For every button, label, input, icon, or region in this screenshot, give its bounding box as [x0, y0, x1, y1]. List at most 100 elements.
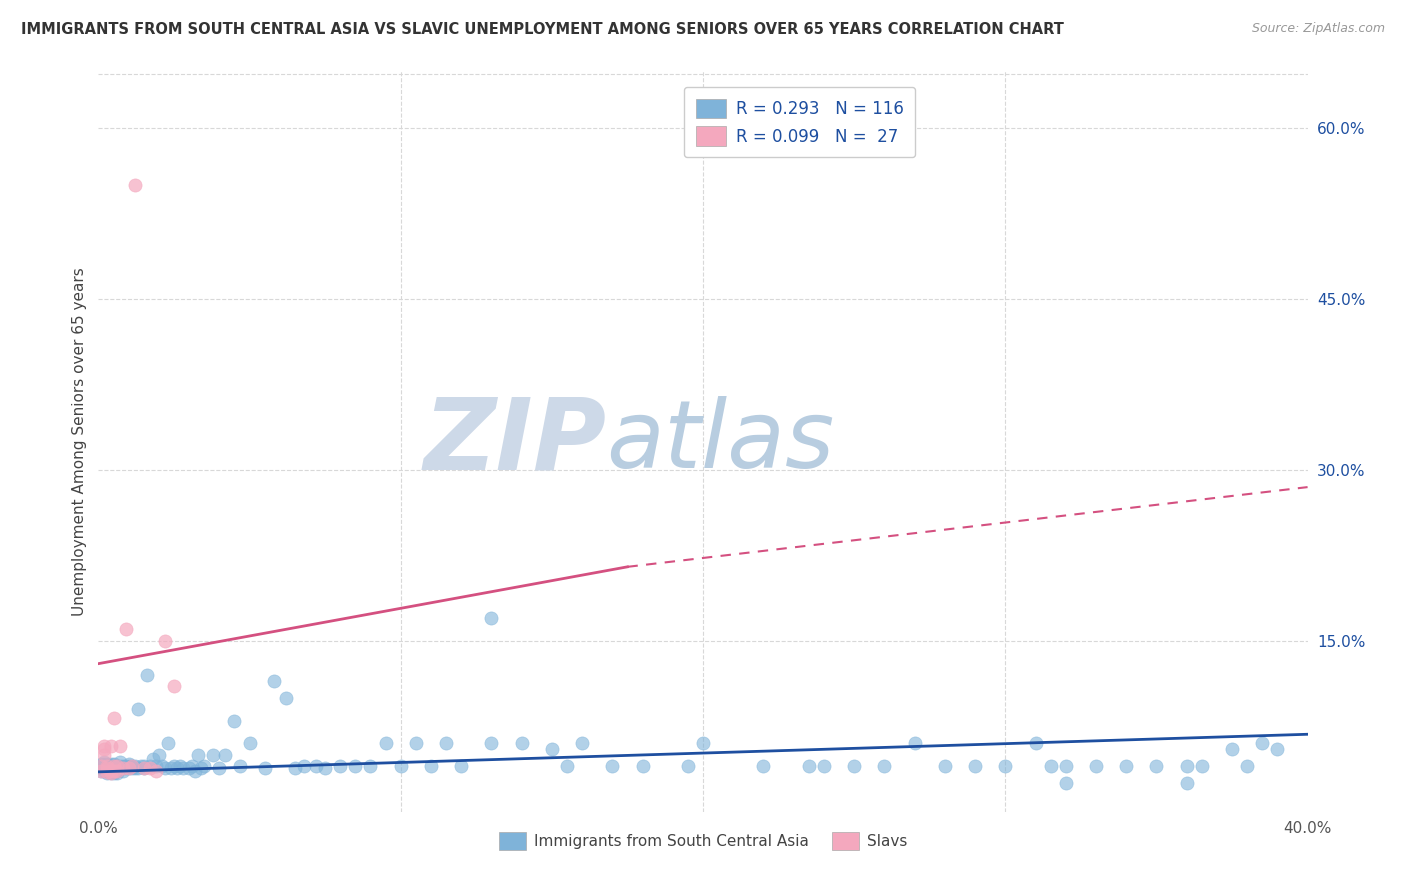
- Point: [374, 736, 396, 750]
- Point: [103, 764, 125, 778]
- Point: [305, 759, 328, 773]
- Point: [284, 761, 307, 775]
- Point: [153, 633, 176, 648]
- Point: [121, 759, 143, 773]
- Point: [160, 761, 183, 775]
- Point: [179, 761, 201, 775]
- Point: [93, 756, 115, 771]
- Point: [148, 747, 170, 762]
- Point: [100, 739, 122, 753]
- Point: [90, 756, 112, 771]
- Point: [100, 764, 122, 778]
- Point: [602, 759, 624, 773]
- Point: [229, 759, 252, 773]
- Point: [344, 759, 367, 773]
- Y-axis label: Unemployment Among Seniors over 65 years: Unemployment Among Seniors over 65 years: [72, 268, 87, 615]
- Point: [555, 759, 578, 773]
- Point: [121, 761, 143, 775]
- Point: [873, 759, 896, 773]
- Point: [103, 764, 125, 778]
- Point: [90, 764, 112, 778]
- Point: [692, 736, 714, 750]
- Point: [103, 759, 125, 773]
- Point: [163, 759, 186, 773]
- Point: [481, 611, 503, 625]
- Point: [100, 764, 122, 778]
- Point: [1220, 742, 1243, 756]
- Point: [184, 764, 207, 778]
- Point: [93, 742, 115, 756]
- Point: [214, 747, 236, 762]
- Point: [1054, 776, 1077, 790]
- Point: [1191, 759, 1213, 773]
- Point: [1039, 759, 1062, 773]
- Point: [145, 759, 167, 773]
- Point: [135, 668, 157, 682]
- Point: [103, 766, 125, 780]
- Point: [571, 736, 593, 750]
- Point: [93, 764, 115, 778]
- Point: [239, 736, 262, 750]
- Point: [181, 759, 204, 773]
- Point: [124, 178, 146, 193]
- Point: [96, 761, 118, 775]
- Point: [108, 739, 131, 753]
- Text: IMMIGRANTS FROM SOUTH CENTRAL ASIA VS SLAVIC UNEMPLOYMENT AMONG SENIORS OVER 65 : IMMIGRANTS FROM SOUTH CENTRAL ASIA VS SL…: [21, 22, 1064, 37]
- Point: [1175, 759, 1198, 773]
- Point: [190, 761, 212, 775]
- Point: [450, 759, 472, 773]
- Point: [127, 761, 149, 775]
- Point: [163, 680, 186, 694]
- Point: [844, 759, 866, 773]
- Point: [263, 673, 285, 688]
- Point: [1251, 736, 1274, 750]
- Point: [1236, 759, 1258, 773]
- Point: [481, 736, 503, 750]
- Point: [105, 764, 128, 778]
- Point: [103, 756, 125, 771]
- Point: [121, 759, 143, 773]
- Point: [193, 759, 215, 773]
- Text: atlas: atlas: [606, 396, 835, 487]
- Point: [118, 756, 141, 771]
- Point: [96, 761, 118, 775]
- Point: [145, 764, 167, 778]
- Point: [510, 736, 533, 750]
- Point: [96, 764, 118, 779]
- Point: [103, 761, 125, 775]
- Point: [105, 761, 128, 775]
- Point: [797, 759, 820, 773]
- Point: [105, 759, 128, 773]
- Point: [118, 759, 141, 773]
- Point: [150, 759, 173, 773]
- Point: [93, 755, 115, 769]
- Point: [124, 759, 146, 773]
- Point: [105, 764, 128, 778]
- Point: [105, 759, 128, 773]
- Point: [420, 759, 443, 773]
- Point: [105, 766, 128, 780]
- Point: [169, 759, 191, 773]
- Point: [111, 761, 134, 775]
- Point: [93, 761, 115, 775]
- Point: [111, 759, 134, 773]
- Point: [90, 759, 112, 773]
- Point: [224, 714, 246, 728]
- Point: [108, 755, 131, 769]
- Point: [100, 761, 122, 775]
- Point: [127, 702, 149, 716]
- Point: [813, 759, 835, 773]
- Point: [153, 761, 176, 775]
- Point: [752, 759, 775, 773]
- Point: [1085, 759, 1108, 773]
- Point: [253, 761, 276, 775]
- Point: [187, 747, 209, 762]
- Point: [314, 761, 336, 775]
- Point: [405, 736, 427, 750]
- Point: [166, 761, 188, 775]
- Point: [156, 736, 179, 750]
- Point: [274, 690, 297, 705]
- Point: [96, 759, 118, 773]
- Point: [93, 759, 115, 773]
- Point: [100, 766, 122, 780]
